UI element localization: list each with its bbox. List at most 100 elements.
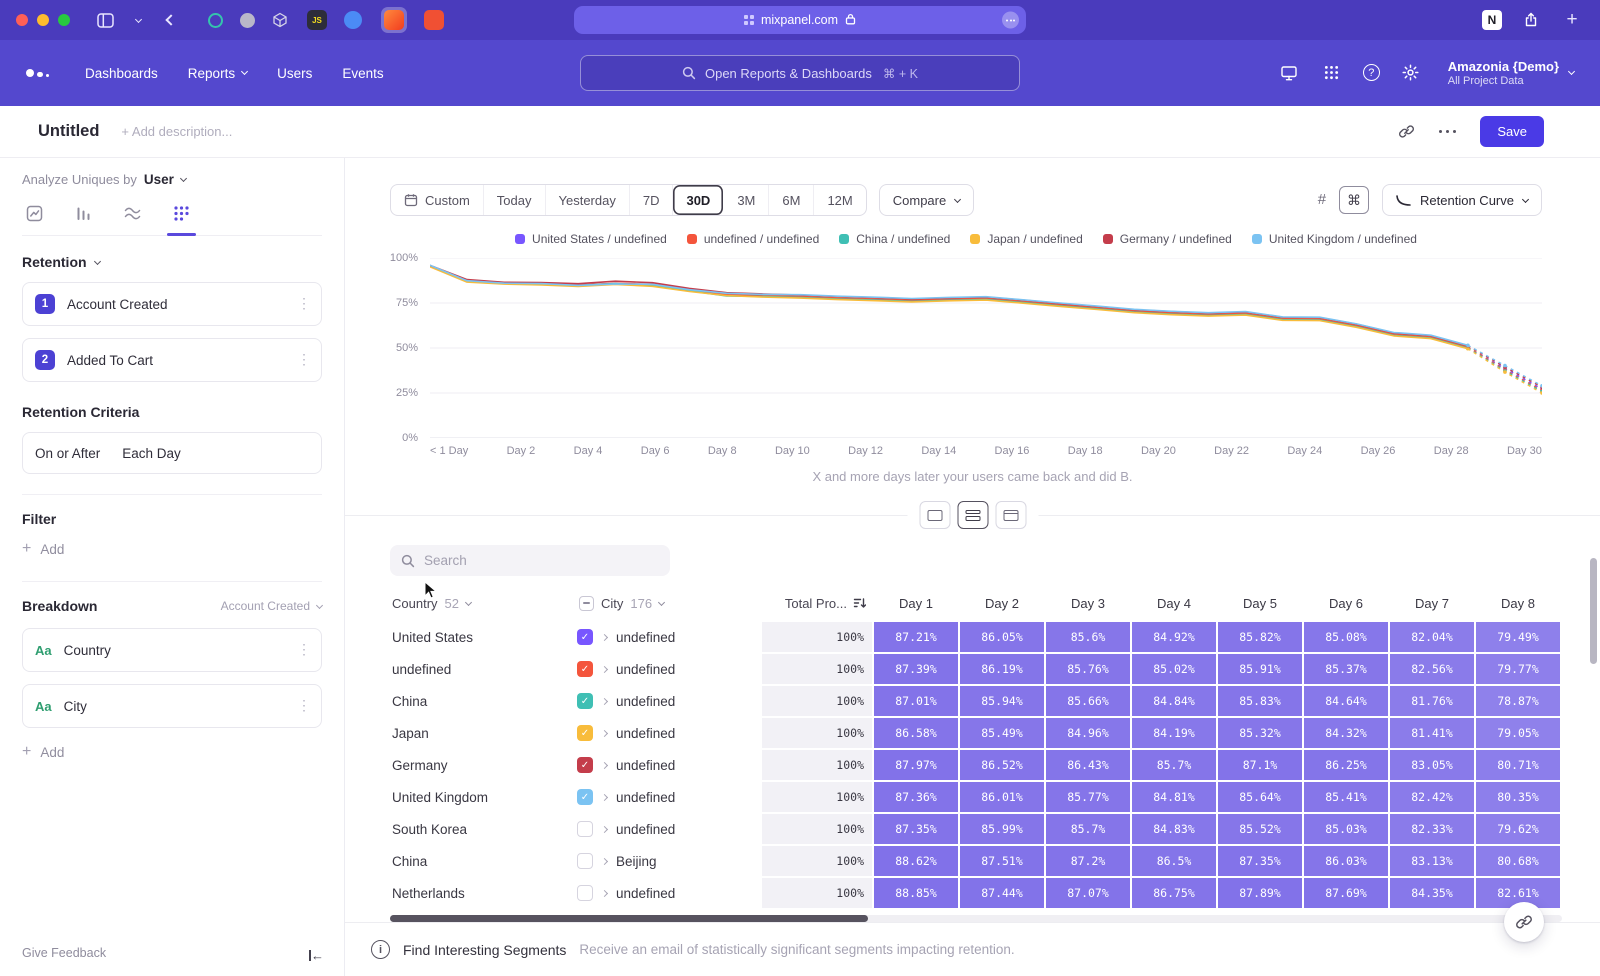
kebab-menu-icon[interactable] xyxy=(297,697,309,715)
total-column-header[interactable]: Total Pro... xyxy=(762,596,872,611)
window-minimize-button[interactable] xyxy=(37,14,49,26)
legend-item[interactable]: Japan / undefined xyxy=(970,232,1082,246)
table-row[interactable]: South Koreaundefined100%87.35%85.99%85.7… xyxy=(390,814,1600,844)
keyboard-shortcuts-icon[interactable] xyxy=(1339,186,1369,214)
window-zoom-button[interactable] xyxy=(58,14,70,26)
report-title[interactable]: Untitled xyxy=(38,122,99,141)
add-filter-button[interactable]: Add xyxy=(22,541,322,557)
horizontal-scrollbar-thumb[interactable] xyxy=(390,915,868,922)
kebab-menu-icon[interactable] xyxy=(297,351,309,369)
legend-item[interactable]: United Kingdom / undefined xyxy=(1252,232,1417,246)
active-tab[interactable] xyxy=(381,7,407,33)
table-row[interactable]: Chinaundefined100%87.01%85.94%85.66%84.8… xyxy=(390,686,1600,716)
criteria-each-day[interactable]: Each Day xyxy=(122,446,181,461)
table-row[interactable]: Japanundefined100%86.58%85.49%84.96%84.1… xyxy=(390,718,1600,748)
favicon-teal-ring[interactable] xyxy=(208,13,223,28)
step-added-to-cart[interactable]: 2 Added To Cart xyxy=(22,338,322,382)
table-row[interactable]: Germanyundefined100%87.97%86.52%86.43%85… xyxy=(390,750,1600,780)
annotations-icon[interactable] xyxy=(1318,191,1326,209)
chart-type-dropdown[interactable]: Retention Curve xyxy=(1382,184,1542,216)
window-close-button[interactable] xyxy=(16,14,28,26)
save-button[interactable]: Save xyxy=(1480,116,1544,147)
select-all-checkbox[interactable] xyxy=(579,596,594,611)
legend-item[interactable]: United States / undefined xyxy=(515,232,667,246)
tab-retention[interactable] xyxy=(173,205,190,222)
date-range-3m[interactable]: 3M xyxy=(724,185,769,215)
kebab-menu-icon[interactable] xyxy=(297,641,309,659)
more-menu-icon[interactable] xyxy=(1439,130,1457,134)
address-bar[interactable]: mixpanel.com xyxy=(574,6,1026,34)
vertical-scrollbar-thumb[interactable] xyxy=(1590,558,1597,664)
city-column-header[interactable]: City 176 xyxy=(577,596,760,611)
step-account-created[interactable]: 1 Account Created xyxy=(22,282,322,326)
share-link-fab[interactable] xyxy=(1504,902,1544,942)
back-icon[interactable] xyxy=(159,8,183,32)
usage-report-icon[interactable] xyxy=(1277,61,1301,85)
project-switcher[interactable]: Amazonia {Demo} All Project Data xyxy=(1448,59,1574,88)
copy-link-icon[interactable] xyxy=(1398,123,1415,140)
kebab-menu-icon[interactable] xyxy=(297,295,309,313)
add-breakdown-button[interactable]: Add xyxy=(22,744,322,760)
row-checkbox[interactable] xyxy=(577,885,593,901)
table-row[interactable]: ChinaBeijing100%88.62%87.51%87.2%86.5%87… xyxy=(390,846,1600,876)
breakdown-country[interactable]: Aa Country xyxy=(22,628,322,672)
date-range-6m[interactable]: 6M xyxy=(769,185,814,215)
notion-extension-icon[interactable]: N xyxy=(1482,10,1502,30)
compare-button[interactable]: Compare xyxy=(879,184,974,216)
tab-funnels[interactable] xyxy=(75,205,92,222)
view-chart-only-button[interactable] xyxy=(919,501,950,529)
nav-dashboards[interactable]: Dashboards xyxy=(85,66,158,81)
expand-chevron-icon[interactable] xyxy=(601,858,608,865)
nav-events[interactable]: Events xyxy=(342,66,383,81)
favicon-js[interactable]: JS xyxy=(307,10,327,30)
analyze-uniques-row[interactable]: Analyze Uniques by User xyxy=(22,172,322,187)
row-checkbox[interactable] xyxy=(577,853,593,869)
give-feedback-link[interactable]: Give Feedback xyxy=(22,946,106,960)
global-search[interactable]: Open Reports & Dashboards ⌘ + K xyxy=(580,55,1020,91)
table-row[interactable]: United Statesundefined100%87.21%86.05%85… xyxy=(390,622,1600,652)
row-checkbox[interactable] xyxy=(577,789,593,805)
tab-flows[interactable] xyxy=(124,205,141,222)
expand-chevron-icon[interactable] xyxy=(601,730,608,737)
nav-reports[interactable]: Reports xyxy=(188,66,247,81)
date-range-7d[interactable]: 7D xyxy=(630,185,674,215)
expand-chevron-icon[interactable] xyxy=(601,890,608,897)
expand-chevron-icon[interactable] xyxy=(601,794,608,801)
apps-grid-icon[interactable] xyxy=(1320,61,1344,85)
sidebar-toggle-icon[interactable] xyxy=(93,8,117,32)
row-checkbox[interactable] xyxy=(577,661,593,677)
row-checkbox[interactable] xyxy=(577,725,593,741)
help-icon[interactable] xyxy=(1363,64,1380,81)
favicon-blue-circle[interactable] xyxy=(344,11,362,29)
row-checkbox[interactable] xyxy=(577,757,593,773)
expand-chevron-icon[interactable] xyxy=(601,698,608,705)
legend-item[interactable]: undefined / undefined xyxy=(687,232,819,246)
breakdown-scope-dropdown[interactable]: Account Created xyxy=(221,599,322,613)
table-row[interactable]: undefinedundefined100%87.39%86.19%85.76%… xyxy=(390,654,1600,684)
table-row[interactable]: Netherlandsundefined100%88.85%87.44%87.0… xyxy=(390,878,1600,908)
table-row[interactable]: United Kingdomundefined100%87.36%86.01%8… xyxy=(390,782,1600,812)
date-range-30d[interactable]: 30D xyxy=(673,185,724,215)
favicon-red-square[interactable] xyxy=(424,10,444,30)
new-tab-icon[interactable] xyxy=(1560,8,1584,32)
date-range-yesterday[interactable]: Yesterday xyxy=(546,185,630,215)
view-split-button[interactable] xyxy=(957,501,988,529)
share-icon[interactable] xyxy=(1519,8,1543,32)
row-checkbox[interactable] xyxy=(577,629,593,645)
collapse-sidebar-icon[interactable] xyxy=(309,949,324,962)
legend-item[interactable]: Germany / undefined xyxy=(1103,232,1232,246)
retention-section-header[interactable]: Retention xyxy=(22,254,322,270)
favicon-cube[interactable] xyxy=(270,10,290,30)
tab-insights[interactable] xyxy=(26,205,43,222)
country-column-header[interactable]: Country 52 xyxy=(390,596,575,611)
settings-gear-icon[interactable] xyxy=(1399,61,1423,85)
row-checkbox[interactable] xyxy=(577,693,593,709)
segments-title[interactable]: Find Interesting Segments xyxy=(403,942,566,958)
breakdown-city[interactable]: Aa City xyxy=(22,684,322,728)
table-search-input[interactable]: Search xyxy=(390,545,670,576)
legend-item[interactable]: China / undefined xyxy=(839,232,950,246)
retention-criteria-control[interactable]: On or After Each Day xyxy=(22,432,322,474)
date-range-today[interactable]: Today xyxy=(484,185,546,215)
expand-chevron-icon[interactable] xyxy=(601,826,608,833)
favicon-gray-dot[interactable] xyxy=(240,13,255,28)
